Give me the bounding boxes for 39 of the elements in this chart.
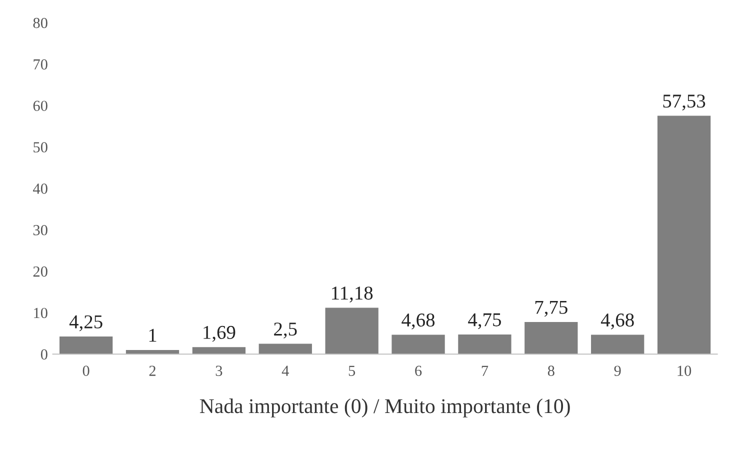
x-tick-label: 6 [415, 366, 422, 376]
y-tick-label: 10 [34, 308, 48, 318]
data-label: 2,5 [274, 322, 297, 338]
bar [524, 322, 578, 354]
data-label: 1,69 [204, 326, 236, 342]
x-axis-title: Nada importante (0) / Muito importante (10) [200, 398, 570, 418]
x-tick-label: 2 [149, 366, 156, 376]
x-tick-label: 0 [82, 366, 90, 376]
bar [458, 334, 512, 354]
y-tick-label: 80 [33, 18, 48, 28]
data-label: 57,53 [663, 94, 706, 110]
data-label: 4,68 [402, 313, 435, 330]
data-label: 4,25 [69, 315, 102, 332]
y-tick-label: 70 [34, 59, 48, 70]
bar [258, 344, 312, 354]
bar [325, 308, 378, 354]
data-label: 7,75 [535, 300, 568, 317]
x-tick-label: 10 [678, 366, 692, 376]
y-tick-label: 50 [34, 142, 48, 152]
x-tick-label: 9 [614, 366, 621, 376]
x-tick-label: 3 [216, 366, 222, 376]
data-label: 11,18 [332, 286, 373, 302]
data-label: 1 [149, 328, 156, 342]
x-tick-label: 4 [282, 366, 289, 376]
data-label: 4,68 [600, 313, 634, 330]
bar [392, 334, 445, 354]
y-tick-label: 40 [33, 184, 48, 194]
bar [591, 334, 644, 354]
bar [657, 116, 711, 354]
x-tick-label: 8 [548, 366, 554, 376]
y-tick-label: 20 [33, 266, 48, 277]
bar [192, 347, 246, 354]
y-tick-label: 0 [40, 349, 48, 360]
bar [59, 336, 113, 354]
x-tick-label: 7 [482, 366, 488, 376]
data-label: 4,75 [468, 313, 501, 330]
y-tick-label: 60 [33, 100, 48, 112]
x-tick-label: 5 [348, 366, 356, 376]
y-tick-label: 30 [33, 224, 48, 236]
